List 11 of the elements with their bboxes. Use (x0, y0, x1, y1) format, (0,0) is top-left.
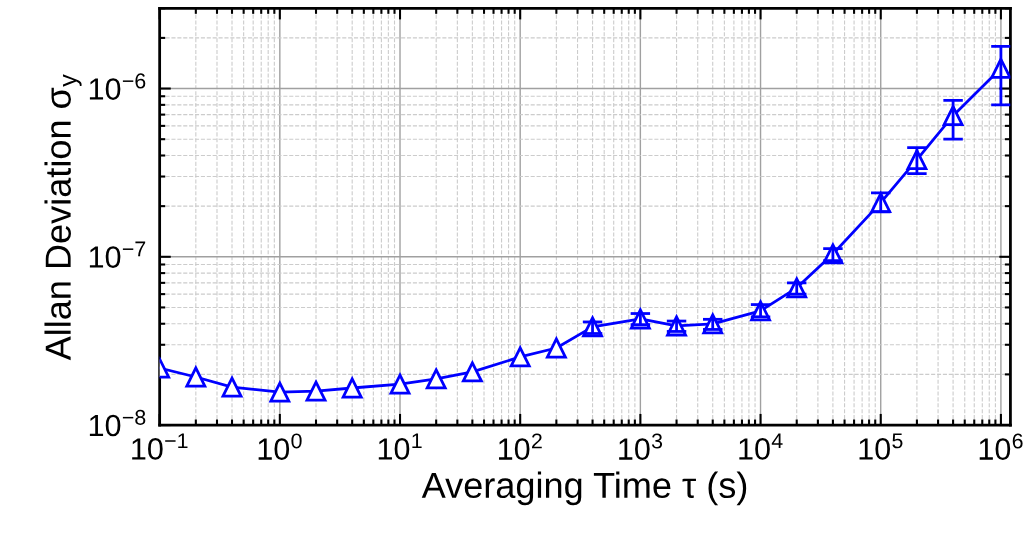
y-tick-label: 10$^{−6}$ (89, 73, 146, 100)
y-tick-label: 10$^{−7}$ (89, 241, 146, 268)
x-tick-label: 10$^{3}$ (619, 433, 663, 460)
x-tick-label: 10$^{2}$ (498, 433, 542, 460)
x-tick-label: 10$^{6}$ (979, 433, 1023, 460)
x-tick-label: 10$^{0}$ (258, 433, 302, 460)
x-tick-label: 10$^{4}$ (739, 433, 783, 460)
y-axis-title: Allan Deviation σ$_{y}$ (44, 74, 82, 361)
x-axis-title: Averaging Time τ (s) (421, 471, 747, 506)
x-tick-label: 10$^{1}$ (378, 433, 422, 460)
x-tick-label: 10$^{5}$ (859, 433, 903, 460)
